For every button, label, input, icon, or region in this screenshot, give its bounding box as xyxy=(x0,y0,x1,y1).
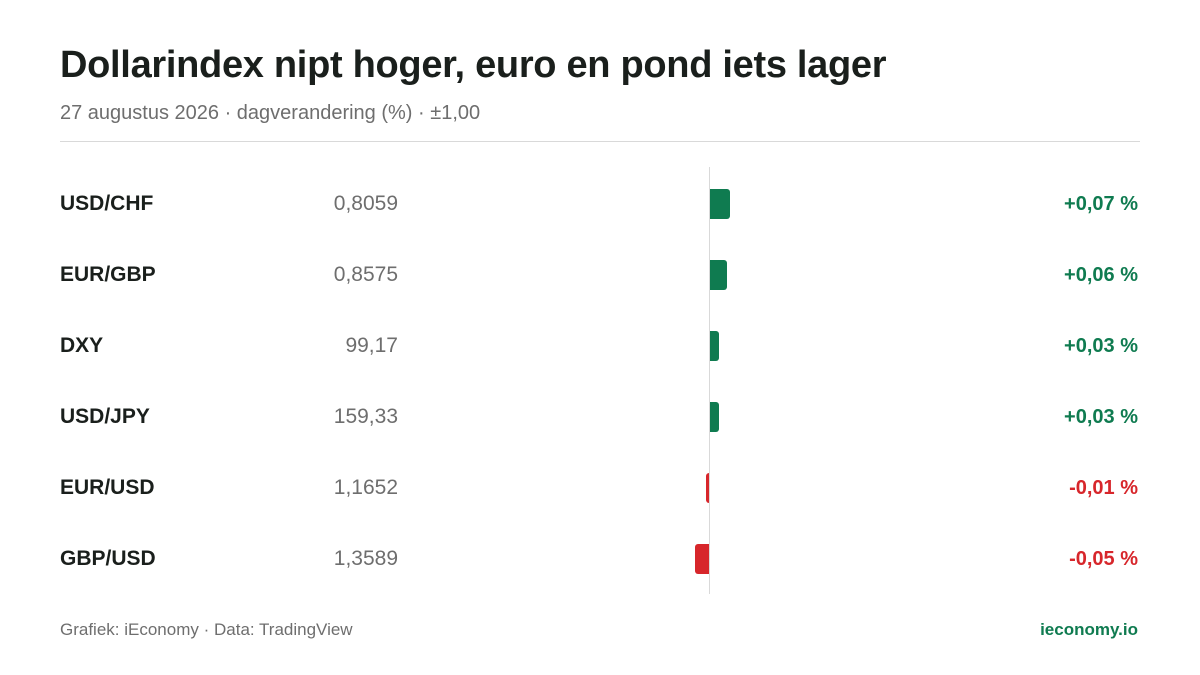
pair-label: EUR/USD xyxy=(60,476,155,499)
negative-change-bar xyxy=(694,544,709,574)
currency-row: EUR/USD 1,1652 -0,01 % xyxy=(0,468,1200,508)
price-value: 1,1652 xyxy=(333,476,398,499)
positive-change-bar xyxy=(710,331,719,361)
price-value: 99,17 xyxy=(345,334,398,357)
positive-change-bar xyxy=(710,260,728,290)
header-divider xyxy=(60,141,1140,142)
pair-label: GBP/USD xyxy=(60,547,156,570)
change-label: +0,06 % xyxy=(1064,264,1138,286)
change-label: -0,05 % xyxy=(1069,548,1138,570)
change-label: +0,07 % xyxy=(1064,193,1138,215)
currency-row: GBP/USD 1,3589 -0,05 % xyxy=(0,539,1200,579)
currency-row: EUR/GBP 0,8575 +0,06 % xyxy=(0,255,1200,295)
positive-change-bar xyxy=(710,189,731,219)
chart-title: Dollarindex nipt hoger, euro en pond iet… xyxy=(60,44,887,86)
pair-label: DXY xyxy=(60,334,104,357)
chart-subtitle: 27 augustus 2026 · dagverandering (%) · … xyxy=(60,102,481,124)
change-label: +0,03 % xyxy=(1064,406,1138,428)
source-credit: Grafiek: iEconomy · Data: TradingView xyxy=(60,620,353,639)
change-label: -0,01 % xyxy=(1069,477,1138,499)
brand-link[interactable]: ieconomy.io xyxy=(1040,620,1138,639)
currency-row: DXY 99,17 +0,03 % xyxy=(0,326,1200,366)
pair-label: USD/CHF xyxy=(60,192,154,215)
positive-change-bar xyxy=(710,402,719,432)
price-value: 0,8575 xyxy=(333,263,398,286)
price-value: 159,33 xyxy=(333,405,398,428)
pair-label: EUR/GBP xyxy=(60,263,156,286)
price-value: 0,8059 xyxy=(333,192,398,215)
pair-label: USD/JPY xyxy=(60,405,150,428)
negative-change-bar xyxy=(706,473,709,503)
currency-row: USD/JPY 159,33 +0,03 % xyxy=(0,397,1200,437)
price-value: 1,3589 xyxy=(333,547,398,570)
change-label: +0,03 % xyxy=(1064,335,1138,357)
zero-axis-line xyxy=(709,167,710,594)
currency-row: USD/CHF 0,8059 +0,07 % xyxy=(0,184,1200,224)
